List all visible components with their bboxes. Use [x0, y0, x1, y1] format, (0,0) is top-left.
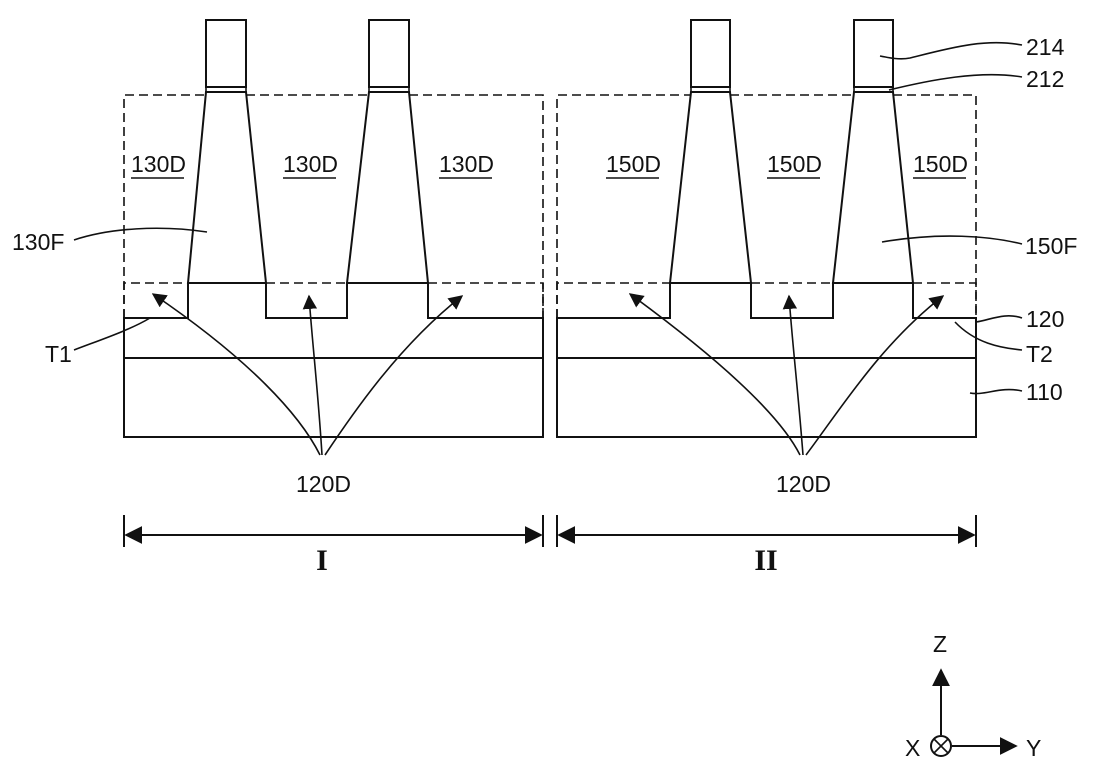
label-150d-3: 150D — [913, 151, 968, 177]
substrate-110-region-two — [557, 358, 976, 437]
fin-150f-left — [670, 92, 751, 283]
region-one — [124, 20, 543, 437]
axis-z-label: Z — [933, 631, 947, 657]
label-120d-region-one: 120D — [296, 471, 351, 497]
fin-130f-right — [347, 92, 428, 283]
label-212: 212 — [1026, 66, 1064, 92]
dummy-labels-130d: 130D 130D 130D — [131, 151, 494, 178]
layer-212-region-two-left — [691, 87, 730, 92]
fin-130f-left — [188, 92, 266, 283]
layer-214-region-two-right — [854, 20, 893, 87]
dashed-outline-130d — [124, 95, 206, 318]
region-dimensions: I II — [124, 515, 976, 577]
region-two — [557, 20, 976, 437]
label-130f: 130F — [12, 229, 64, 255]
label-t2: T2 — [1026, 341, 1053, 367]
layer-212-region-one-left — [206, 87, 246, 92]
layer-214-region-one-left — [206, 20, 246, 87]
callouts: 130F 150F 214 212 120 110 T1 T2 — [12, 34, 1077, 405]
label-130d-1: 130D — [131, 151, 186, 177]
layer-212-region-two-right — [854, 87, 893, 92]
label-t1: T1 — [45, 341, 72, 367]
substrate-110-region-one — [124, 358, 543, 437]
label-110: 110 — [1026, 379, 1063, 405]
layer-214-region-two-left — [691, 20, 730, 87]
layer-120-region-one — [124, 283, 543, 358]
label-region-ii: II — [754, 544, 777, 577]
label-region-i: I — [316, 544, 328, 577]
label-120: 120 — [1026, 306, 1064, 332]
fin-150f-right — [833, 92, 913, 283]
label-214: 214 — [1026, 34, 1065, 60]
axis-x-label: X — [905, 735, 920, 761]
layer-120-region-two — [557, 283, 976, 358]
dashed-outline-120d-region-two — [557, 283, 670, 318]
label-150d-2: 150D — [767, 151, 822, 177]
axis-indicator: Z X Y — [905, 631, 1041, 761]
dummy-labels-150d: 150D 150D 150D — [606, 151, 968, 178]
layer-214-region-one-right — [369, 20, 409, 87]
label-130d-2: 130D — [283, 151, 338, 177]
axis-y-label: Y — [1026, 735, 1041, 761]
layer-212-region-one-right — [369, 87, 409, 92]
label-150f: 150F — [1025, 233, 1077, 259]
label-150d-1: 150D — [606, 151, 661, 177]
label-120d-region-two: 120D — [776, 471, 831, 497]
dummy-arrows-120d: 120D 120D — [153, 294, 943, 497]
label-130d-3: 130D — [439, 151, 494, 177]
